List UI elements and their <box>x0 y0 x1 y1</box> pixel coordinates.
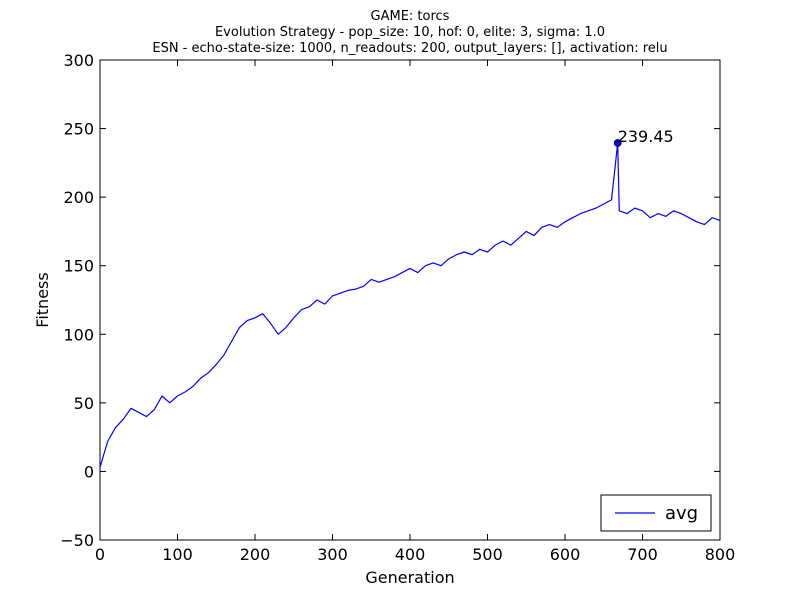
x-tick-label: 800 <box>705 545 736 564</box>
x-tick-label: 700 <box>627 545 658 564</box>
max-point-marker <box>613 139 622 147</box>
series-line-avg <box>99 142 721 468</box>
ticks-layer: 0 100 200 300 400 500 600 700 800−50050100150200… <box>60 51 735 564</box>
x-tick-label: 100 <box>162 545 193 564</box>
legend-label: avg <box>665 503 698 524</box>
y-tick-label: 250 <box>63 120 94 139</box>
x-tick-label: 200 <box>240 545 271 564</box>
title-line: Evolution Strategy - pop_size: 10, hof: … <box>215 25 605 40</box>
y-tick-label: 0 <box>84 462 94 481</box>
y-tick-label: 300 <box>63 51 94 70</box>
plot-area: 0 100 200 300 400 500 600 700 800−50050100150200… <box>60 51 735 564</box>
y-tick-label: 50 <box>74 394 94 413</box>
x-tick-label: 400 <box>395 545 426 564</box>
x-axis-label: Generation <box>365 568 454 587</box>
legend: avg <box>600 494 712 532</box>
x-tick-label: 300 <box>317 545 348 564</box>
annotation-layer: 239.45 <box>613 127 674 147</box>
y-axis-label: Fitness <box>33 272 52 327</box>
x-tick-label: 600 <box>550 545 581 564</box>
y-tick-label: −50 <box>60 531 94 550</box>
y-tick-label: 100 <box>63 325 94 344</box>
title-line: GAME: torcs <box>371 9 450 24</box>
y-tick-label: 200 <box>63 188 94 207</box>
x-tick-label: 0 <box>95 545 105 564</box>
x-tick-label: 500 <box>472 545 503 564</box>
max-point-label: 239.45 <box>618 127 674 146</box>
title-line: ESN - echo-state-size: 1000, n_readouts:… <box>152 41 667 56</box>
series-layer <box>99 142 721 468</box>
y-tick-label: 150 <box>63 257 94 276</box>
